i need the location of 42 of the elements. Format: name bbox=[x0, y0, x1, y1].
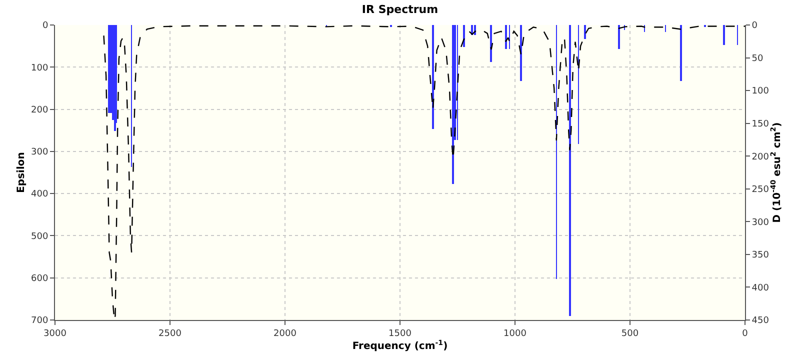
bar bbox=[490, 25, 492, 62]
line-series bbox=[103, 25, 745, 320]
x-tick-label: 2000 bbox=[274, 328, 297, 339]
x-tick-label: 0 bbox=[742, 328, 748, 339]
y2-tick-label: 0 bbox=[752, 21, 758, 32]
y2-tick-label: 50 bbox=[752, 54, 764, 64]
bar bbox=[432, 25, 434, 129]
y2-tick-label: 100 bbox=[752, 86, 770, 97]
bar bbox=[108, 25, 110, 113]
y-tick-label: 0 bbox=[42, 21, 48, 32]
y-tick-label: 700 bbox=[31, 316, 48, 326]
chart-title: IR Spectrum bbox=[362, 3, 438, 16]
bar bbox=[618, 25, 620, 49]
y2-tick-label: 250 bbox=[752, 185, 770, 196]
y-tick-label: 500 bbox=[31, 232, 48, 242]
y-tick-label: 200 bbox=[31, 105, 48, 116]
x-tick-label: 500 bbox=[621, 328, 639, 339]
x-tick-label: 3000 bbox=[44, 328, 67, 339]
y2-tick-label: 200 bbox=[752, 152, 770, 162]
bar bbox=[520, 25, 522, 81]
x-tick-label: 2500 bbox=[158, 328, 182, 339]
y-tick-label: 600 bbox=[31, 274, 48, 284]
bar bbox=[463, 25, 465, 47]
bar bbox=[723, 25, 725, 45]
y-tick-label: 400 bbox=[31, 190, 48, 200]
y2-tick-label: 450 bbox=[752, 316, 770, 326]
y-axis-title: Epsilon bbox=[16, 152, 28, 193]
bar bbox=[569, 25, 571, 316]
y-tick-label: 300 bbox=[31, 148, 48, 158]
y2-tick-label: 350 bbox=[752, 250, 770, 261]
bar bbox=[505, 25, 507, 49]
bar bbox=[452, 25, 454, 184]
y2-tick-label: 150 bbox=[752, 119, 770, 130]
bar bbox=[114, 25, 116, 131]
bar bbox=[680, 25, 682, 81]
x-tick-label: 1000 bbox=[504, 328, 527, 339]
y2-tick-label: 300 bbox=[752, 218, 770, 228]
y-tick-label: 100 bbox=[31, 63, 48, 74]
bar bbox=[584, 25, 586, 39]
x-axis-title: Frequency (cm$^{-1}$) bbox=[352, 338, 448, 352]
y2-tick-label: 400 bbox=[752, 283, 770, 294]
x-tick-label: 1500 bbox=[388, 328, 412, 339]
